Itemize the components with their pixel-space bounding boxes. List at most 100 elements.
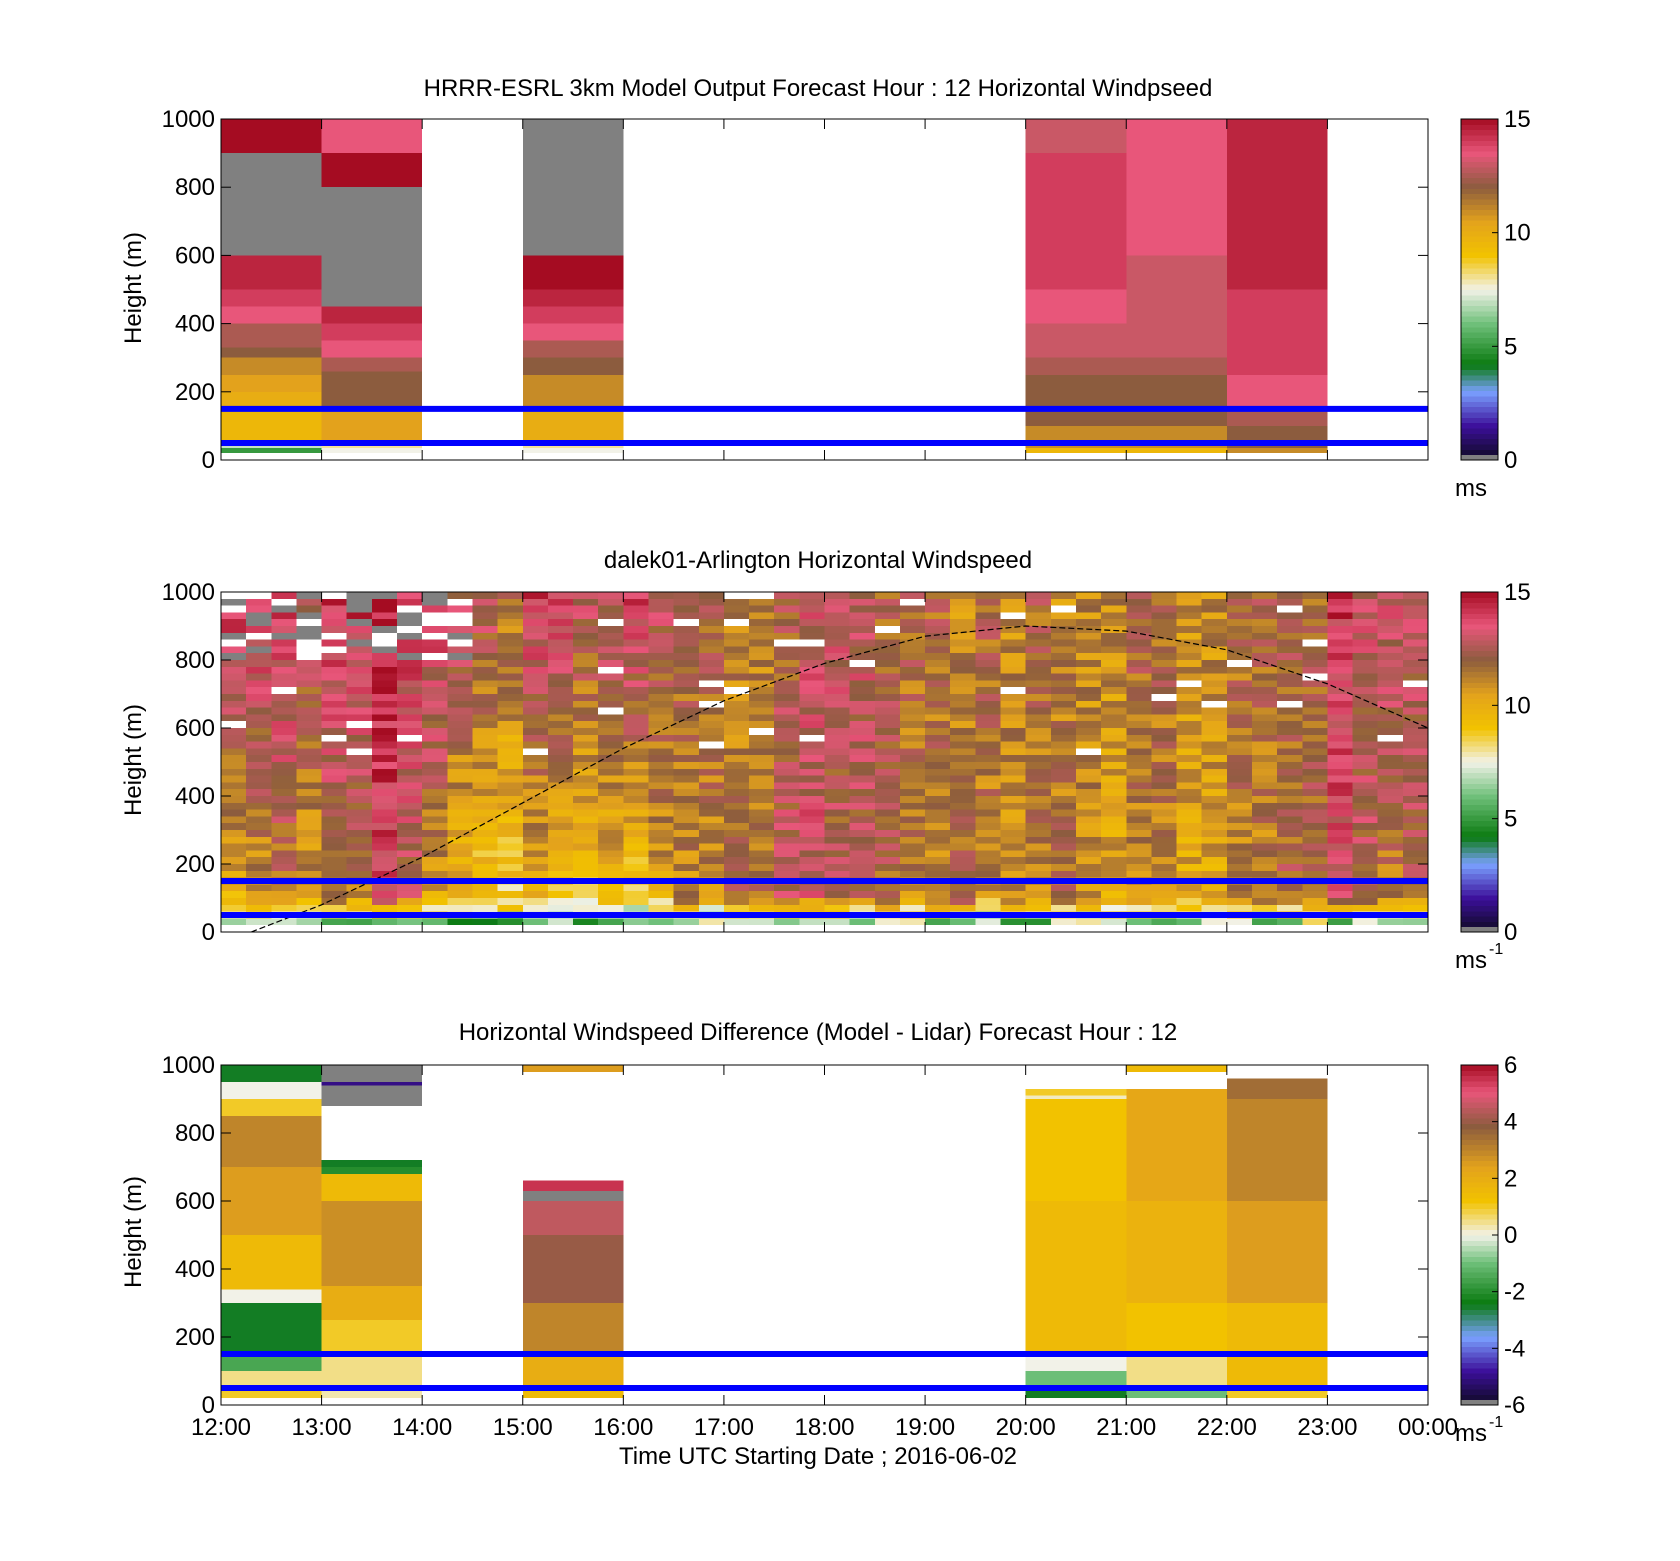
profile-cell [1352, 775, 1378, 783]
profile-cell [296, 762, 322, 769]
profile-cell [422, 592, 448, 599]
profile-cell [1050, 891, 1076, 898]
profile-cell [774, 741, 800, 749]
profile-cell [1201, 823, 1227, 830]
profile-cell [1101, 721, 1127, 728]
profile-cell [497, 660, 523, 667]
profile-cell [1277, 823, 1303, 830]
profile-cell [522, 884, 548, 892]
x-tick-label: 13:00 [292, 1414, 352, 1441]
profile-cell [950, 755, 976, 762]
profile-cell [648, 598, 674, 606]
colorbar-cell [1461, 294, 1498, 301]
profile-cell [673, 748, 699, 756]
profile-cell [824, 632, 850, 640]
profile-cell [799, 857, 825, 864]
profile-cell [874, 660, 900, 667]
profile-cell [1176, 619, 1202, 626]
profile-cell [422, 673, 448, 681]
profile-cell [1000, 850, 1026, 858]
profile-cell [1050, 748, 1076, 756]
profile-cell [1000, 823, 1026, 830]
profile-cell [472, 755, 498, 762]
colorbar-cell [1461, 310, 1498, 317]
profile-cell [899, 836, 926, 844]
colorbar-cell [1461, 1118, 1498, 1124]
profile-cell [1251, 666, 1278, 674]
colorbar-cell [1461, 714, 1498, 720]
profile-cell [472, 598, 498, 606]
colorbar-cell [1461, 316, 1498, 322]
x-tick-label: 15:00 [493, 1414, 553, 1441]
profile-cell [623, 639, 649, 647]
profile-cell [321, 653, 347, 660]
profile-cell [698, 755, 724, 762]
profile-cell [472, 660, 498, 667]
profile-cell [1176, 680, 1202, 688]
profile-cell [1025, 782, 1051, 790]
profile-cell [1327, 836, 1353, 844]
profile-cell [925, 891, 951, 898]
profile-cell [497, 680, 523, 688]
colorbar-cell [1461, 841, 1498, 848]
profile-cell [1126, 728, 1152, 735]
profile-cell [1201, 789, 1227, 796]
profile-cell [623, 619, 649, 626]
profile-cell [447, 700, 473, 708]
profile-cell [221, 830, 247, 837]
profile-cell [899, 816, 926, 824]
profile-cell [296, 714, 322, 722]
profile-cell [849, 918, 875, 926]
profile-cell [1352, 891, 1378, 898]
profile-cell [1277, 598, 1303, 606]
profile-cell [1402, 864, 1428, 871]
heatmap-cell-col0-seg6 [221, 1167, 322, 1235]
profile-cell [598, 809, 624, 817]
profile-cell [673, 898, 699, 905]
profile-cell [1151, 687, 1177, 694]
profile-cell [1226, 864, 1252, 871]
profile-cell [648, 836, 674, 844]
profile-cell [698, 700, 724, 708]
profile-cell [1075, 762, 1102, 769]
colorbar-cell [1461, 607, 1498, 614]
profile-cell [447, 755, 473, 762]
profile-cell [1251, 605, 1278, 613]
profile-cell [698, 639, 724, 647]
profile-cell [1201, 626, 1227, 633]
colorbar-cell [1461, 623, 1498, 630]
model-panel: HRRR-ESRL 3km Model Output Forecast Hour… [120, 75, 1531, 502]
profile-cell [824, 796, 850, 803]
profile-cell [1101, 700, 1127, 708]
profile-cell [824, 782, 850, 790]
profile-cell [1176, 816, 1202, 824]
profile-cell [623, 823, 649, 830]
profile-cell [849, 700, 875, 708]
profile-cell [799, 714, 825, 722]
profile-cell [397, 830, 423, 837]
profile-cell [271, 612, 297, 620]
profile-cell [321, 687, 347, 694]
profile-cell [648, 673, 674, 681]
profile-cell [447, 646, 473, 654]
profile-cell [925, 660, 951, 667]
profile-cell [1126, 823, 1152, 830]
profile-cell [472, 816, 498, 824]
profile-cell [1251, 836, 1278, 844]
profile-cell [1251, 741, 1278, 749]
profile-cell [321, 898, 347, 905]
profile-cell [874, 592, 900, 599]
profile-cell [271, 870, 297, 878]
profile-cell [422, 789, 448, 796]
profile-cell [1402, 762, 1428, 769]
profile-cell [1226, 768, 1252, 776]
profile-cell [598, 891, 624, 898]
profile-cell [271, 687, 297, 694]
profile-cell [547, 836, 574, 844]
profile-cell [1126, 700, 1152, 708]
profile-cell [1000, 768, 1026, 776]
profile-cell [547, 646, 574, 654]
profile-cell [975, 653, 1001, 660]
profile-cell [1176, 898, 1202, 905]
profile-cell [1025, 870, 1051, 878]
